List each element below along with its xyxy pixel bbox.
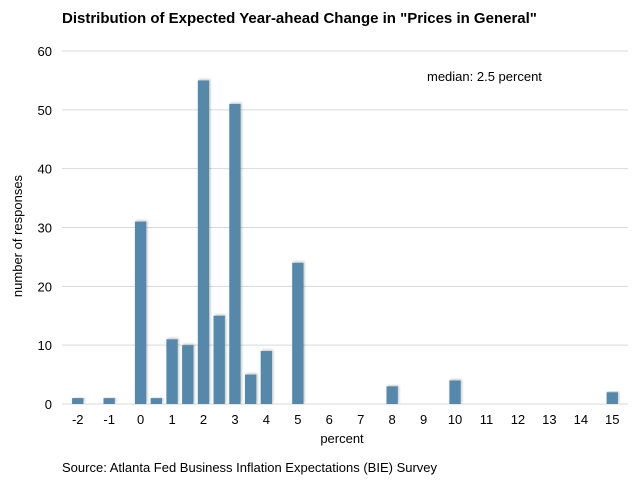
bar bbox=[260, 351, 273, 404]
x-tick-labels: -2 -1 0 1 2 3 4 5 6 7 8 9 10 11 12 13 14 15 bbox=[72, 412, 620, 427]
x-tick-label: 13 bbox=[542, 412, 556, 427]
bar bbox=[229, 103, 241, 404]
x-tick-label: 6 bbox=[326, 412, 333, 427]
gridlines bbox=[62, 50, 628, 405]
y-tick-label: 40 bbox=[38, 162, 52, 177]
y-tick-label: 10 bbox=[38, 338, 52, 353]
x-tick-label: 2 bbox=[200, 412, 207, 427]
x-tick-label: -2 bbox=[72, 412, 84, 427]
bar bbox=[606, 392, 618, 404]
x-tick-label: 14 bbox=[574, 412, 588, 427]
x-tick-label: 10 bbox=[448, 412, 462, 427]
x-tick-label: 9 bbox=[420, 412, 427, 427]
x-tick-label: 4 bbox=[263, 412, 270, 427]
bar bbox=[213, 315, 225, 404]
bar bbox=[182, 345, 194, 404]
x-axis-label: percent bbox=[320, 431, 364, 446]
x-tick-label: 0 bbox=[137, 412, 144, 427]
y-tick-labels: 0 10 20 30 40 50 60 bbox=[38, 44, 52, 412]
y-tick-label: 20 bbox=[38, 279, 52, 294]
bars bbox=[72, 80, 618, 405]
x-tick-label: 1 bbox=[168, 412, 175, 427]
x-tick-label: 5 bbox=[294, 412, 301, 427]
bar bbox=[72, 398, 84, 404]
y-tick-label: 30 bbox=[38, 221, 52, 236]
bar bbox=[150, 398, 162, 404]
median-annotation: median: 2.5 percent bbox=[427, 69, 542, 84]
bar bbox=[134, 221, 147, 404]
x-tick-label: -1 bbox=[103, 412, 115, 427]
y-tick-label: 0 bbox=[45, 397, 52, 412]
x-tick-label: 8 bbox=[389, 412, 396, 427]
chart-title: Distribution of Expected Year-ahead Chan… bbox=[62, 10, 537, 27]
x-tick-label: 11 bbox=[480, 412, 494, 427]
bar bbox=[386, 386, 398, 404]
x-tick-label: 12 bbox=[511, 412, 525, 427]
bar bbox=[449, 380, 461, 404]
bar bbox=[166, 339, 178, 404]
bar bbox=[103, 398, 115, 404]
bar bbox=[245, 374, 257, 404]
y-axis-label: number of responses bbox=[10, 174, 25, 297]
source-note: Source: Atlanta Fed Business Inflation E… bbox=[62, 460, 438, 475]
bar bbox=[197, 80, 210, 405]
x-tick-label: 15 bbox=[605, 412, 619, 427]
x-tick-label: 3 bbox=[231, 412, 238, 427]
bar bbox=[292, 262, 304, 404]
x-tick-label: 7 bbox=[357, 412, 364, 427]
y-tick-label: 60 bbox=[38, 44, 52, 59]
y-tick-label: 50 bbox=[38, 103, 52, 118]
